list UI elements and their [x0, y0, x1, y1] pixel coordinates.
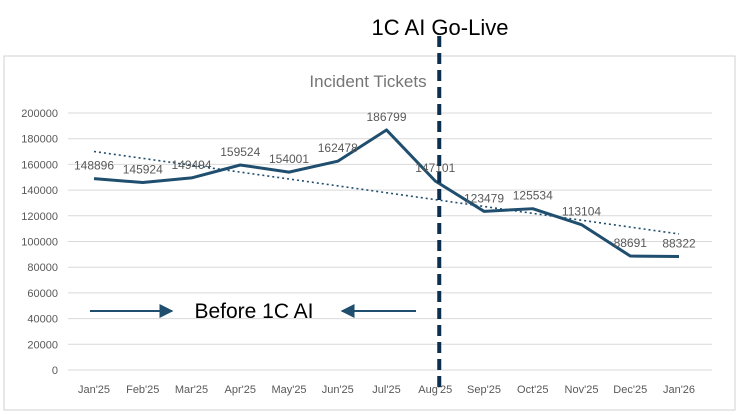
x-axis-ticks: Jan'25 Feb'25 Mar'25 Apr'25 May'25 Jun'25 Jul'… — [78, 384, 695, 396]
data-label: 159524 — [220, 145, 260, 159]
gridlines — [68, 112, 712, 371]
x-tick-label: Feb'25 — [126, 384, 159, 396]
x-tick-label: Jan'26 — [663, 384, 695, 396]
y-tick-label: 60000 — [27, 288, 58, 300]
x-tick-label: Apr'25 — [225, 384, 256, 396]
y-tick-label: 200000 — [21, 108, 58, 120]
y-tick-label: 160000 — [21, 159, 58, 171]
x-tick-label: Jun'25 — [322, 384, 354, 396]
y-tick-label: 140000 — [21, 185, 58, 197]
chart-title: Incident Tickets — [309, 72, 426, 91]
x-tick-label: Nov'25 — [565, 384, 599, 396]
x-tick-label: Sep'25 — [467, 384, 501, 396]
y-axis-ticks: 0 20000 40000 60000 80000 100000 120000 140000 1… — [21, 108, 58, 377]
data-label: 162478 — [318, 141, 358, 155]
before-label: Before 1C AI — [194, 300, 313, 323]
y-tick-label: 20000 — [27, 339, 58, 351]
y-tick-label: 120000 — [21, 211, 58, 223]
golive-label: 1C AI Go-Live — [372, 15, 509, 40]
data-label: 154001 — [269, 152, 309, 166]
data-label: 113104 — [562, 205, 601, 219]
data-label: 125534 — [513, 189, 553, 203]
x-tick-label: Aug'25 — [418, 384, 452, 396]
y-tick-label: 80000 — [27, 262, 58, 274]
x-tick-label: Jul'25 — [372, 384, 400, 396]
x-tick-label: Dec'25 — [613, 384, 647, 396]
data-label: 88691 — [614, 236, 648, 250]
trendline — [93, 150, 680, 235]
y-tick-label: 0 — [52, 365, 58, 377]
data-label: 147101 — [415, 161, 455, 175]
data-label: 88322 — [662, 237, 696, 251]
series-line — [93, 128, 680, 259]
x-tick-label: Oct'25 — [517, 384, 548, 396]
y-tick-label: 100000 — [21, 237, 58, 249]
data-labels: 148896 145924 149494 159524 154001 162478 1867… — [74, 110, 696, 251]
chart-area — [3, 55, 736, 411]
x-tick-label: May'25 — [271, 384, 306, 396]
y-tick-label: 180000 — [21, 134, 58, 146]
data-label: 149494 — [171, 158, 211, 172]
data-label: 186799 — [366, 110, 406, 124]
data-label: 148896 — [74, 159, 114, 173]
data-label: 145924 — [123, 162, 163, 176]
x-tick-label: Jan'25 — [78, 384, 110, 396]
y-tick-label: 40000 — [27, 314, 58, 326]
data-label: 123479 — [464, 191, 504, 205]
x-tick-label: Mar'25 — [175, 384, 208, 396]
